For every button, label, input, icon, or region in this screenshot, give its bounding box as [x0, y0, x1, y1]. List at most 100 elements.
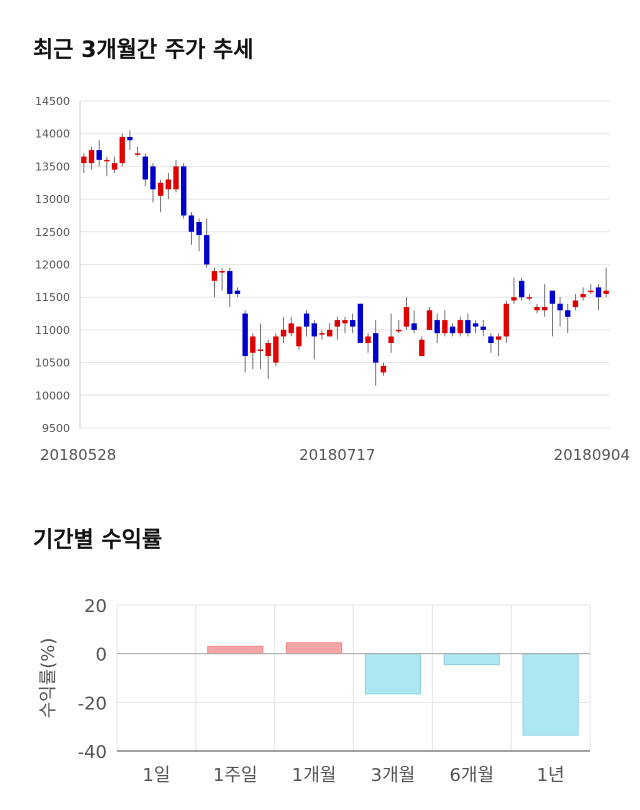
candle-body	[288, 323, 294, 334]
candle-marks	[81, 130, 609, 386]
candle-body	[457, 320, 463, 334]
candle-body	[342, 320, 348, 324]
candle-body	[303, 313, 310, 327]
candle-x-tick-label: 20180717	[299, 446, 375, 464]
candle-body	[442, 320, 448, 334]
candle-y-tick-label: 14500	[35, 95, 70, 108]
returns-bar	[522, 653, 579, 736]
candle-body	[234, 290, 241, 294]
candle-body	[380, 365, 387, 373]
candle-body	[557, 303, 563, 311]
candle-body	[419, 339, 425, 357]
candle-body	[472, 323, 479, 327]
candle-body	[503, 303, 509, 337]
candle-body	[88, 150, 95, 164]
candle-body	[480, 326, 486, 330]
candle-body	[572, 300, 579, 308]
candle-body	[142, 156, 148, 180]
candle-body	[219, 271, 225, 273]
candle-body	[565, 310, 571, 317]
returns-bar	[443, 653, 500, 666]
candle-body	[580, 293, 586, 298]
returns-y-tick-label: 20	[84, 596, 107, 617]
candle-body	[81, 156, 87, 164]
returns-bar	[207, 645, 264, 655]
candle-body	[495, 336, 502, 340]
candle-body	[104, 159, 110, 162]
returns-y-ticks: 20 0 -20 -40	[78, 596, 107, 763]
price-trend-title: 최근 3개월간 주가 추세	[33, 38, 254, 63]
candle-body	[549, 290, 556, 304]
candle-body	[411, 323, 417, 330]
candle-body	[196, 221, 202, 236]
returns-x-tick-label: 1개월	[292, 765, 337, 786]
candle-body	[349, 320, 356, 327]
candle-body	[150, 166, 156, 190]
returns-x-tick-label: 1일	[142, 765, 170, 786]
returns-y-axis-label: 수익률(%)	[38, 638, 59, 719]
candle-body	[396, 329, 402, 332]
candle-y-ticks: 9500 10000 10500 11000 11500 12000 12500 13000 1…	[35, 95, 70, 435]
candle-y-tick-label: 12000	[35, 259, 70, 272]
candle-body	[449, 326, 456, 334]
candle-body	[227, 271, 233, 294]
candle-body	[588, 290, 594, 293]
candle-body	[165, 179, 172, 190]
candle-body	[173, 166, 179, 190]
candle-body	[518, 280, 525, 298]
candle-y-tick-label: 10500	[35, 357, 70, 370]
candlestick-chart: 9500 10000 10500 11000 11500 12000 12500 13000 1…	[35, 95, 630, 464]
candle-body	[127, 136, 133, 141]
returns-x-tick-label: 1주일	[213, 765, 258, 786]
candle-body	[373, 333, 379, 363]
candle-body	[204, 235, 210, 265]
candle-y-tick-label: 11000	[35, 324, 70, 337]
returns-x-ticks: 1일 1주일 1개월 3개월 6개월 1년	[142, 765, 564, 786]
candle-y-tick-label: 13000	[35, 193, 70, 206]
candle-body	[265, 342, 271, 357]
candle-body	[111, 163, 118, 170]
candle-body	[311, 323, 317, 337]
returns-y-tick-label: 0	[96, 645, 107, 666]
returns-bar	[364, 653, 422, 695]
returns-grid	[116, 604, 591, 752]
candle-body	[188, 215, 195, 232]
candle-y-tick-label: 10000	[35, 389, 70, 402]
candle-y-tick-label: 12500	[35, 226, 70, 239]
candle-body	[488, 336, 494, 343]
candle-body	[365, 336, 371, 343]
returns-bars	[117, 642, 590, 752]
candle-body	[426, 310, 433, 330]
returns-title: 기간별 수익률	[33, 528, 163, 553]
candle-body	[181, 166, 187, 216]
candle-body	[334, 320, 341, 327]
candle-body	[326, 329, 333, 337]
returns-x-tick-label: 6개월	[449, 765, 494, 786]
candle-body	[211, 271, 218, 281]
returns-y-tick-label: -20	[78, 693, 107, 714]
candle-y-tick-label: 14000	[35, 128, 70, 141]
returns-bar	[285, 642, 343, 655]
candle-body	[319, 333, 325, 335]
candle-x-ticks: 20180528 20180717 20180904	[40, 446, 630, 464]
returns-x-tick-label: 1년	[537, 765, 565, 786]
candle-x-tick-label: 20180904	[554, 446, 630, 464]
candle-body	[96, 150, 102, 160]
candle-x-tick-label: 20180528	[40, 446, 116, 464]
candle-body	[526, 297, 533, 299]
candle-body	[511, 297, 517, 301]
candle-body	[403, 307, 410, 327]
candle-body	[134, 153, 141, 155]
candle-body	[242, 313, 248, 357]
candle-body	[534, 307, 540, 311]
candle-body	[603, 290, 609, 294]
candle-body	[357, 303, 364, 343]
candle-body	[119, 136, 125, 164]
candle-body	[280, 329, 287, 337]
candle-body	[273, 336, 279, 363]
returns-y-tick-label: -40	[78, 742, 107, 763]
candle-y-tick-label: 9500	[42, 422, 70, 435]
candle-body	[157, 182, 164, 196]
candle-y-tick-label: 13500	[35, 160, 70, 173]
